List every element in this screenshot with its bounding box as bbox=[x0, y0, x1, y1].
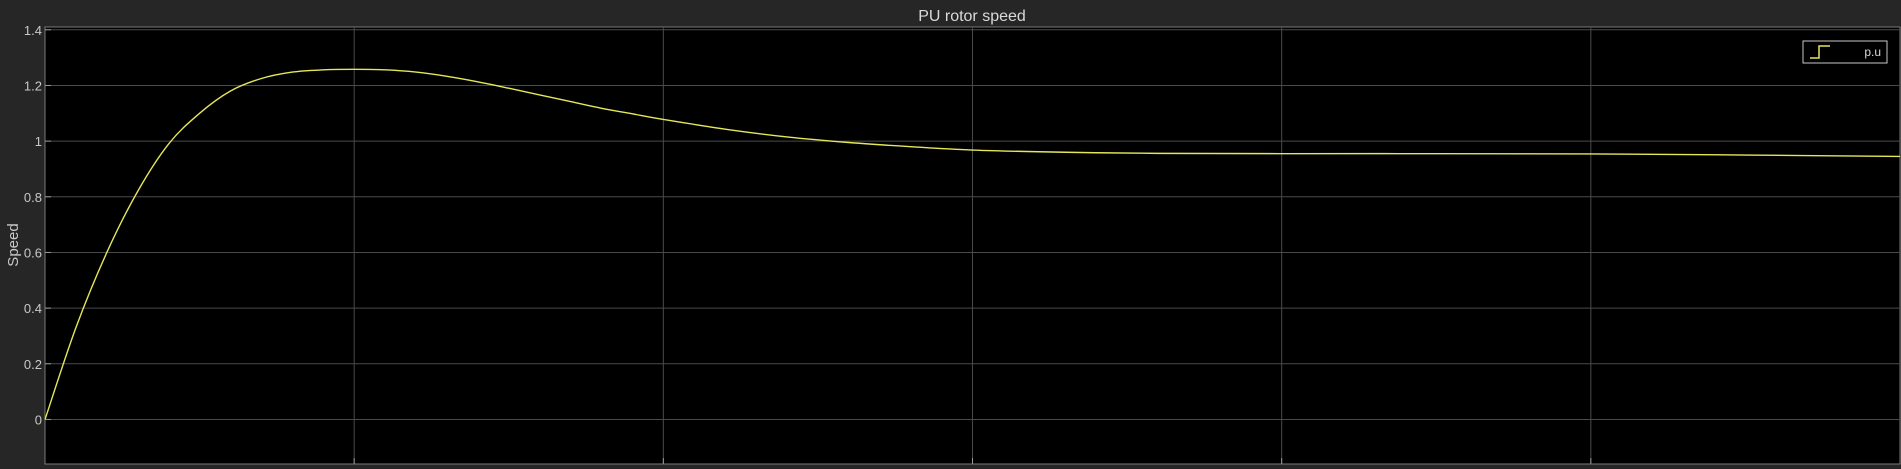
legend-entry-label: p.u bbox=[1864, 45, 1881, 59]
y-tick-label: 0.6 bbox=[24, 245, 42, 260]
y-tick-label: 1.2 bbox=[24, 78, 42, 93]
y-tick-label: 0.2 bbox=[24, 357, 42, 372]
y-tick-labels: 0 0.2 0.4 0.6 0.8 1 1.2 1.4 bbox=[24, 23, 42, 428]
y-tick-label: 0.8 bbox=[24, 190, 42, 205]
legend[interactable]: p.u bbox=[1802, 40, 1888, 64]
y-tick-label: 1.4 bbox=[24, 23, 42, 38]
legend-step-icon bbox=[1810, 45, 1830, 59]
series-layer bbox=[44, 68, 1901, 420]
y-tick-label: 0.4 bbox=[24, 301, 42, 316]
chart-title: PU rotor speed bbox=[918, 8, 1026, 25]
grid-lines bbox=[45, 27, 1900, 464]
series-line-pu bbox=[44, 68, 1901, 420]
y-axis-label: Speed bbox=[5, 223, 22, 266]
y-tick-label: 1 bbox=[35, 134, 42, 149]
y-tick-label: 0 bbox=[35, 412, 42, 427]
